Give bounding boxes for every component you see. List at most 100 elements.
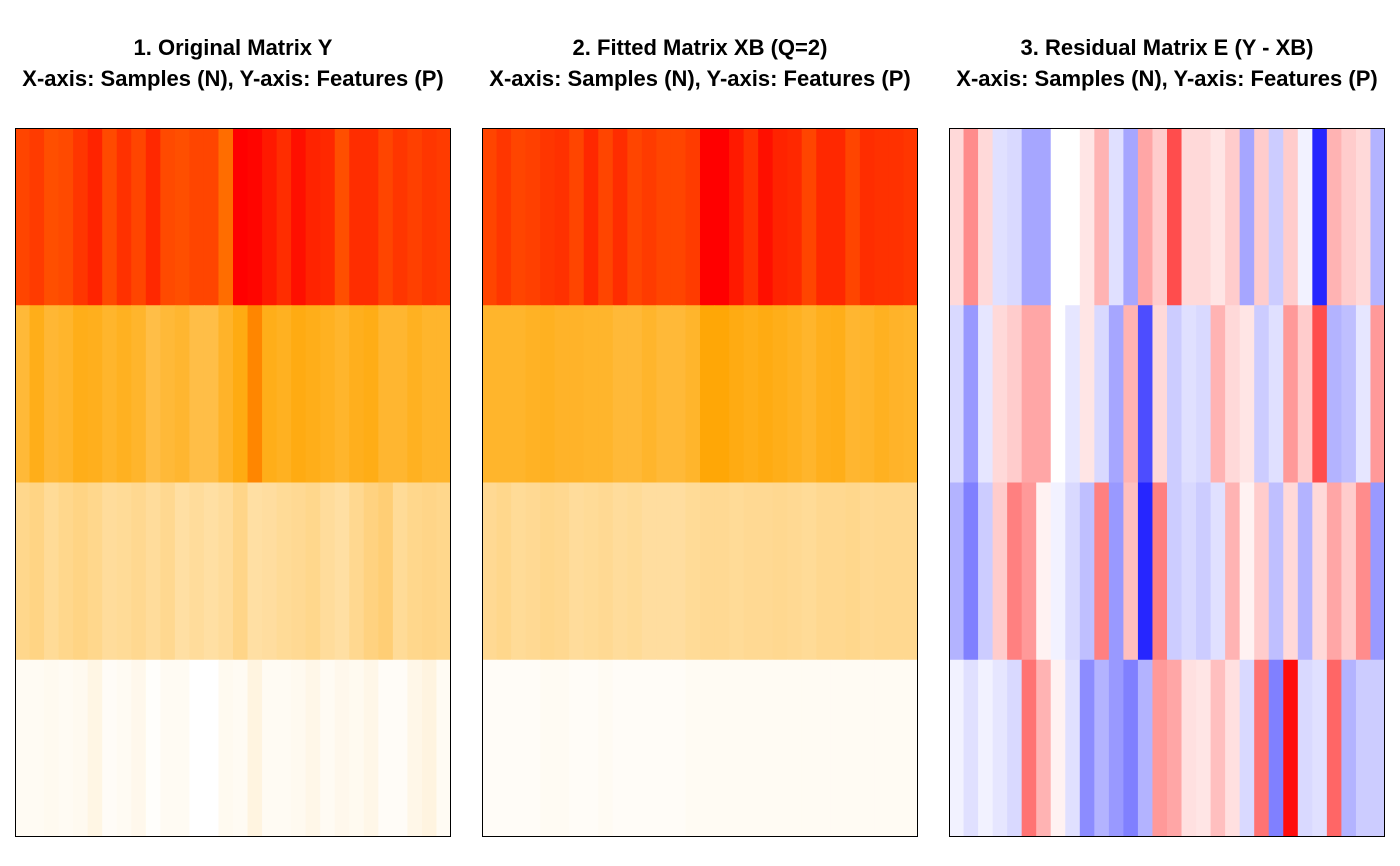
heatmap-cell	[758, 659, 774, 837]
heatmap-cell	[903, 482, 918, 661]
heatmap-cell	[291, 128, 307, 306]
heatmap-cell	[334, 482, 350, 661]
heatmap-cell	[1108, 305, 1124, 484]
heatmap-cell	[1167, 659, 1183, 837]
heatmap-cell	[685, 128, 701, 306]
heatmap-cell	[1196, 128, 1212, 306]
heatmap-cell	[233, 305, 249, 484]
heatmap-cell	[15, 659, 31, 837]
heatmap-cell	[1181, 128, 1197, 306]
heatmap-cell	[685, 482, 701, 661]
heatmap-cell	[569, 128, 585, 306]
heatmap-cell	[421, 659, 438, 837]
heatmap-cell	[700, 128, 716, 306]
heatmap-cell	[363, 128, 379, 306]
heatmap-cell	[131, 659, 147, 837]
heatmap-cell	[772, 659, 788, 837]
heatmap-cell	[627, 128, 643, 306]
heatmap-cell	[1065, 482, 1081, 661]
chart-title: 2. Fitted Matrix XB (Q=2)	[572, 35, 828, 60]
heatmap-cell	[496, 659, 512, 837]
heatmap-cell	[73, 305, 89, 484]
heatmap-cell	[262, 128, 278, 306]
heatmap-cell	[407, 482, 423, 661]
heatmap-cell	[729, 482, 745, 661]
heatmap-cell	[1094, 482, 1110, 661]
heatmap-cell	[888, 482, 905, 661]
heatmap-cell	[436, 482, 451, 661]
heatmap-cell	[903, 128, 918, 306]
heatmap-svg	[482, 128, 918, 837]
heatmap-cell	[436, 305, 451, 484]
heatmap-cell	[291, 305, 307, 484]
heatmap-cell	[334, 659, 350, 837]
heatmap-plot	[15, 128, 451, 837]
heatmap-cell	[482, 305, 498, 484]
heatmap-cell	[743, 128, 759, 306]
heatmap-cell	[758, 305, 774, 484]
heatmap-cell	[583, 305, 599, 484]
heatmap-cell	[1254, 305, 1270, 484]
chart-subtitle: X-axis: Samples (N), Y-axis: Features (P…	[489, 66, 911, 91]
heatmap-cell	[1312, 659, 1328, 837]
heatmap-cell	[15, 128, 31, 306]
heatmap-cell	[233, 659, 249, 837]
heatmap-cell	[992, 482, 1008, 661]
heatmap-cell	[963, 128, 979, 306]
heatmap-cell	[1007, 482, 1023, 661]
heatmap-cell	[859, 305, 875, 484]
heatmap-cell	[1210, 482, 1226, 661]
heatmap-cell	[482, 128, 498, 306]
heatmap-cell	[816, 305, 832, 484]
heatmap-cell	[743, 305, 759, 484]
heatmap-cell	[1007, 659, 1023, 837]
heatmap-cell	[1254, 128, 1270, 306]
heatmap-cell	[1225, 659, 1241, 837]
heatmap-cell	[58, 305, 74, 484]
heatmap-svg	[949, 128, 1385, 837]
heatmap-cell	[949, 305, 965, 484]
heatmap-cell	[1196, 659, 1212, 837]
heatmap-cell	[525, 128, 541, 306]
heatmap-cell	[845, 659, 861, 837]
heatmap-cell	[859, 128, 875, 306]
heatmap-cell	[1297, 482, 1313, 661]
heatmap-cell	[1108, 482, 1124, 661]
heatmap-cell	[203, 659, 220, 837]
heatmap-cell	[203, 128, 220, 306]
heatmap-cell	[1137, 305, 1154, 484]
heatmap-cell	[233, 128, 249, 306]
heatmap-cell	[845, 128, 861, 306]
heatmap-cell	[772, 482, 788, 661]
heatmap-cell	[1007, 305, 1023, 484]
heatmap-cell	[174, 659, 190, 837]
heatmap-cell	[1297, 128, 1313, 306]
heatmap-cell	[262, 305, 278, 484]
heatmap-cell	[1312, 482, 1328, 661]
heatmap-cell	[1167, 482, 1183, 661]
heatmap-cell	[1370, 482, 1385, 661]
heatmap-cell	[874, 305, 890, 484]
heatmap-cell	[102, 482, 118, 661]
heatmap-cell	[1021, 128, 1037, 306]
heatmap-cell	[992, 128, 1008, 306]
heatmap-cell	[305, 482, 321, 661]
heatmap-cell	[992, 305, 1008, 484]
heatmap-cell	[1050, 128, 1066, 306]
heatmap-cell	[845, 482, 861, 661]
heatmap-cell	[612, 659, 628, 837]
heatmap-cell	[407, 128, 423, 306]
heatmap-cell	[407, 305, 423, 484]
heatmap-cell	[772, 305, 788, 484]
heatmap-cell	[714, 128, 730, 306]
heatmap-cell	[656, 659, 672, 837]
heatmap-cell	[830, 659, 846, 837]
heatmap-cell	[641, 659, 657, 837]
heatmap-cell	[1181, 305, 1197, 484]
heatmap-cell	[363, 482, 379, 661]
heatmap-cell	[1196, 305, 1212, 484]
heatmap-cell	[1297, 305, 1313, 484]
heatmap-cell	[87, 659, 103, 837]
heatmap-cell	[772, 128, 788, 306]
heatmap-cell	[1326, 659, 1342, 837]
